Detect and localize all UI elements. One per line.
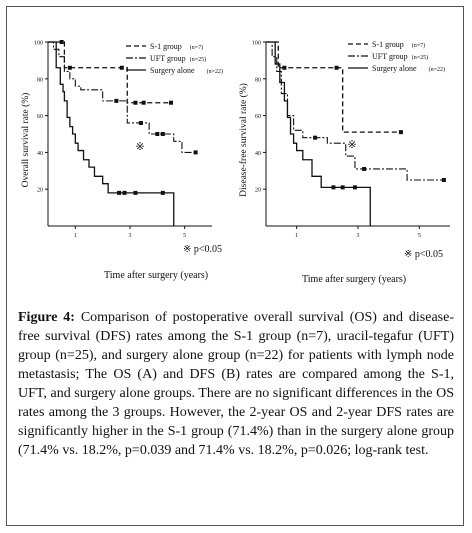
y-tick-label: 20 [37,188,43,194]
series-line-os-2 [48,41,175,226]
caption-label: Figure 4: [18,310,75,325]
y-tick-label: 80 [37,77,43,83]
x-axis-title-os: Time after surgery (years) [104,270,209,281]
os-chart-svg: 100 80 60 40 20 1 3 5 Overall survival rate (%) S… [20,40,223,239]
y-axis-title-dfs: Disease-free survival rate (%) [238,83,249,197]
legend-n-label: (n=7) [412,42,425,49]
legend-label: UFT group [150,54,186,63]
censor-marker [117,190,122,195]
censor-marker [441,178,446,182]
series-line-os-1 [48,41,196,153]
censor-marker [352,185,357,190]
y-tick-label: 100 [252,41,261,47]
legend-label: Surgery alone [372,64,417,73]
censor-marker [133,190,138,195]
censor-marker [313,135,318,140]
censor-marker [114,98,119,103]
x-tick-label: 5 [183,233,186,239]
censor-marker [138,120,143,125]
censor-marker [160,132,165,136]
censor-marker [122,190,127,195]
x-axis-title-dfs: Time after surgery (years) [302,274,407,285]
dfs-chart-svg: 100 80 60 40 20 1 3 5 Disease-free survival rate… [238,40,450,239]
censor-marker [59,40,64,44]
y-tick-label: 20 [255,188,261,194]
censor-marker [141,100,146,105]
censor-marker [340,185,345,190]
y-tick-label: 100 [34,41,43,47]
y-axis-title-os: Overall survival rate (%) [20,93,31,188]
legend-n-label: (n=25) [190,56,206,63]
legend-label: S-1 group [150,42,182,51]
y-tick-label: 60 [37,114,43,120]
series-line-dfs-1 [266,41,444,181]
censor-marker [398,130,403,135]
significance-marker-dfs: ※ [347,138,356,151]
series-line-dfs-2 [266,41,371,226]
legend-n-label: (n=25) [412,54,428,61]
series-line-dfs-0 [266,41,401,133]
y-tick-label: 40 [255,151,261,157]
legend-label: S-1 group [372,40,404,49]
censor-marker [160,190,165,195]
x-tick-label: 5 [418,233,421,239]
censor-marker [282,65,287,70]
censor-marker [155,132,160,136]
chart-panel-dfs: 100 80 60 40 20 1 3 5 Disease-free survival rate… [236,24,462,256]
legend-n-label: (n=7) [190,44,203,51]
legend-label: Surgery alone [150,66,195,75]
chart-panel-os: 100 80 60 40 20 1 3 5 Overall survival rate (%) S… [14,24,240,256]
y-tick-label: 60 [255,114,261,120]
y-tick-label: 40 [37,151,43,157]
figure-frame [6,6,464,526]
censor-marker [67,65,72,70]
censor-marker [193,150,198,155]
x-tick-label: 1 [74,233,77,239]
censor-marker [334,65,339,70]
caption-text: Comparison of postoperative overall surv… [18,310,454,458]
x-tick-label: 3 [129,233,132,239]
x-tick-label: 1 [295,233,298,239]
censor-marker [362,166,367,171]
figure-caption: Figure 4: Comparison of postoperative ov… [18,308,454,460]
censor-marker [331,185,336,190]
significance-note-dfs: ※ p<0.05 [404,249,444,260]
x-tick-label: 3 [357,233,360,239]
significance-note-os: ※ p<0.05 [183,244,223,255]
legend-n-label: (n=22) [429,66,445,73]
significance-marker-os: ※ [135,140,144,153]
legend-n-label: (n=22) [207,68,223,75]
censor-marker [119,65,124,70]
censor-marker [169,100,173,105]
y-tick-label: 80 [255,77,261,83]
legend-label: UFT group [372,52,408,61]
censor-marker [133,100,138,105]
